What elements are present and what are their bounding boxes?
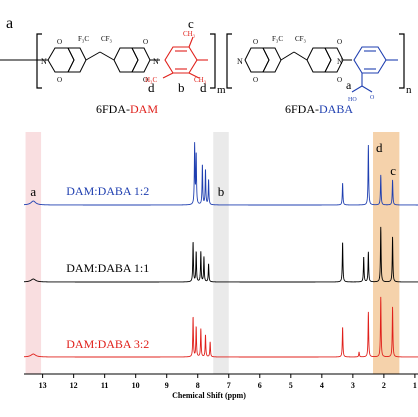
- x-tick-label: 4: [320, 381, 324, 390]
- right-bridge-r: [293, 51, 308, 61]
- spectrum-line-3: [24, 296, 418, 358]
- panel-label: a: [6, 15, 13, 32]
- peak-label-c: c: [390, 163, 396, 178]
- dam-methyl-left: H₃C: [145, 76, 157, 84]
- right-imide-2: [306, 47, 352, 73]
- dam-name: 6FDA-DAM: [96, 102, 158, 116]
- right-imide-1: [244, 47, 282, 73]
- right-o1: O: [253, 38, 258, 46]
- bracket-left: [36, 33, 42, 89]
- band-a: [25, 132, 42, 374]
- x-tick-label: 7: [227, 381, 231, 390]
- x-tick-label: 11: [101, 381, 109, 390]
- daba-ring: [351, 46, 398, 93]
- left-n2: N: [153, 57, 159, 66]
- left-o2: O: [57, 76, 62, 84]
- right-bridge-l: [280, 51, 295, 61]
- band-b: [213, 132, 229, 374]
- band-d: [373, 132, 400, 374]
- series-labels: DAM:DABA 1:2 DAM:DABA 1:1 DAM:DABA 3:2: [66, 184, 149, 351]
- x-tick-label: 8: [196, 381, 200, 390]
- series-label-3: DAM:DABA 3:2: [66, 337, 149, 351]
- daba-o: O: [370, 95, 375, 101]
- left-o4: O: [143, 76, 148, 84]
- x-tick-label: 10: [132, 381, 140, 390]
- peak-label-b: b: [218, 184, 225, 199]
- left-cf3-b: CF₃: [101, 35, 113, 43]
- right-o2: O: [253, 76, 258, 84]
- left-o3: O: [143, 38, 148, 46]
- x-axis-label: Chemical Shift (ppm): [172, 391, 246, 400]
- left-cf3-a: F₃C: [78, 35, 89, 43]
- x-ticks: 13 12 11 10 9 8 7 6 5 4 3 2 1: [39, 374, 417, 390]
- x-tick-label: 9: [165, 381, 169, 390]
- label-d-right: d: [200, 80, 207, 95]
- right-o4: O: [337, 76, 342, 84]
- x-tick-label: 12: [70, 381, 78, 390]
- nmr-chart: 13 12 11 10 9 8 7 6 5 4 3 2 1 Chemical Shift (ppm) D…: [23, 132, 418, 400]
- bracket-mid-right: [210, 33, 216, 89]
- daba-name: 6FDA-DABA: [285, 102, 353, 116]
- bracket-right: [399, 33, 405, 89]
- daba-ho: HO: [348, 97, 357, 103]
- x-tick-label: 13: [39, 381, 47, 390]
- left-o1: O: [57, 38, 62, 46]
- label-a-structure: a: [346, 78, 352, 92]
- label-d-left: d: [148, 80, 155, 95]
- x-tick-label: 6: [258, 381, 262, 390]
- right-n2: N: [337, 57, 343, 66]
- right-n1: N: [237, 57, 243, 66]
- subscript-n: n: [406, 84, 412, 96]
- spectrum-line-2: [24, 226, 418, 283]
- dam-ring: [162, 36, 208, 79]
- label-c: c: [188, 16, 194, 31]
- peak-label-d: d: [376, 140, 383, 155]
- series-label-2: DAM:DABA 1:1: [66, 261, 149, 275]
- dam-methyl-top: CH₃: [183, 30, 196, 38]
- x-tick-label: 1: [413, 381, 417, 390]
- x-tick-label: 2: [382, 381, 386, 390]
- left-imide-1: [37, 47, 87, 73]
- spectra: [23, 142, 418, 358]
- right-cf3-b: CF₃: [295, 35, 307, 43]
- bridge-bond-r: [99, 51, 115, 61]
- right-o3: O: [337, 38, 342, 46]
- x-tick-label: 3: [351, 381, 355, 390]
- bracket-mid-left: [226, 33, 232, 89]
- chemical-structure: a N O O F₃C CF₃ N O O: [0, 15, 412, 116]
- subscript-m: m: [217, 84, 226, 96]
- bridge-bond-l: [85, 51, 101, 61]
- peak-label-a: a: [30, 184, 36, 199]
- series-label-1: DAM:DABA 1:2: [66, 184, 149, 198]
- left-n1: N: [41, 57, 47, 66]
- label-b: b: [178, 80, 185, 95]
- dam-methyl-right: CH₃: [194, 76, 207, 84]
- highlight-bands: [25, 132, 400, 374]
- spectrum-line-1: [23, 142, 418, 206]
- left-imide-2: [113, 47, 160, 73]
- peak-labels: a b dc: [30, 140, 396, 199]
- right-cf3-a: F₃C: [272, 35, 283, 43]
- x-tick-label: 5: [289, 381, 293, 390]
